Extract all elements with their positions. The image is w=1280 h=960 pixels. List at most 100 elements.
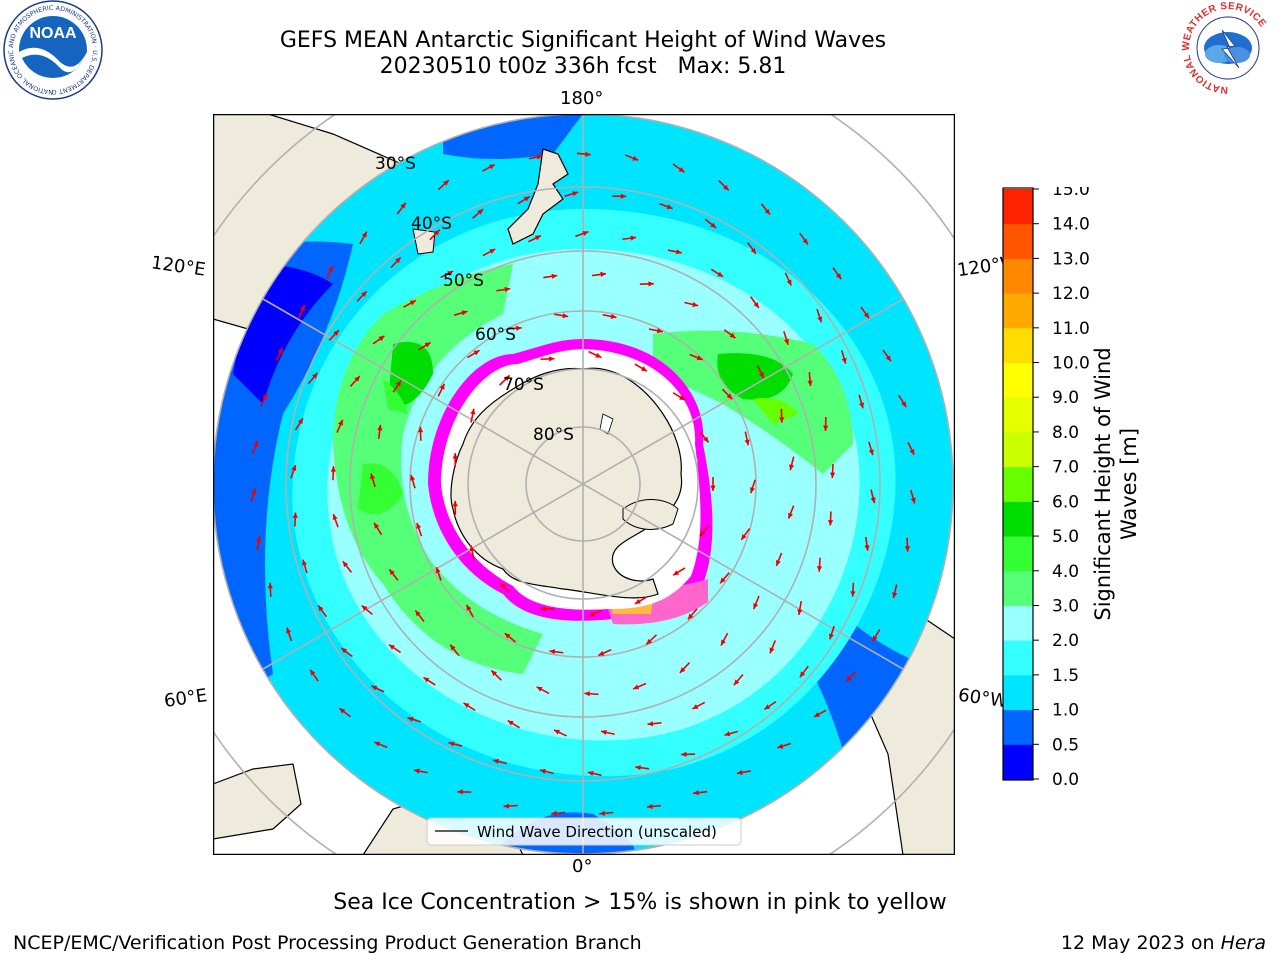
wave-direction-arrow	[747, 242, 757, 255]
wave-direction-arrow	[679, 662, 691, 674]
colorbar: 0.0 0.5 1.0 1.5 2.0 3.0 4.0 5.0 6.0 7.0 8.0 9.0 10.0…	[1002, 187, 1141, 790]
wave-direction-arrow	[342, 560, 353, 573]
wave-direction-arrow	[871, 629, 881, 643]
wave-direction-arrow	[326, 265, 334, 279]
wave-direction-arrow	[449, 644, 460, 657]
wave-direction-arrow	[361, 604, 373, 616]
wave-direction-arrow	[588, 350, 602, 359]
wave-direction-arrow	[292, 512, 298, 527]
wave-direction-arrow	[775, 552, 783, 567]
wave-direction-arrow	[828, 625, 835, 640]
lat-label-50s: 50°S	[443, 271, 484, 291]
lat-label-60s: 60°S	[475, 325, 516, 345]
wave-direction-arrow	[448, 741, 463, 747]
wave-direction-arrows	[250, 151, 916, 816]
wave-direction-arrow	[437, 179, 450, 191]
wave-direction-arrow	[470, 408, 476, 423]
colorbar-segment	[1003, 605, 1033, 641]
colorbar-segment	[1003, 501, 1033, 537]
wave-direction-arrow	[328, 329, 340, 341]
wave-direction-arrow	[687, 608, 698, 620]
wave-direction-arrow	[267, 582, 273, 597]
wave-direction-arrow	[672, 392, 686, 401]
wave-direction-arrow	[330, 466, 336, 481]
wave-direction-arrow	[553, 729, 568, 737]
svg-text:NOAA: NOAA	[29, 25, 77, 42]
wave-direction-arrow	[275, 347, 284, 361]
wave-direction-arrow	[453, 310, 468, 316]
wave-direction-arrow	[829, 463, 836, 479]
wave-direction-arrow	[672, 567, 686, 576]
wave-direction-arrow	[336, 419, 344, 433]
chart-title: GEFS MEAN Antarctic Significant Height o…	[279, 28, 887, 53]
wave-direction-arrow	[417, 426, 424, 441]
colorbar-segment	[1003, 431, 1033, 468]
colorbar-tick-label: 8.0	[1052, 423, 1079, 443]
wave-direction-arrow	[356, 290, 368, 302]
wave-direction-arrow	[634, 363, 648, 372]
wave-direction-arrow	[540, 356, 555, 362]
wave-direction-arrow	[543, 273, 558, 279]
wave-direction-arrow	[338, 707, 351, 718]
wave-direction-arrow	[554, 313, 569, 319]
wave-direction-arrow	[797, 601, 803, 616]
lon-label-180: 180°	[560, 88, 604, 109]
wave-direction-arrow	[370, 473, 376, 488]
wave-direction-arrow	[719, 572, 730, 584]
wave-direction-arrow	[850, 582, 856, 597]
wave-direction-arrow	[749, 296, 760, 309]
wave-direction-arrow	[422, 676, 436, 686]
wave-direction-arrow	[373, 741, 388, 749]
wave-direction-arrow	[372, 335, 385, 345]
colorbar-tick-label: 4.0	[1052, 562, 1079, 582]
wave-direction-arrow	[452, 500, 458, 515]
colorbar-segment	[1003, 744, 1033, 780]
lat-label-30s: 30°S	[375, 154, 416, 174]
colorbar-segment	[1003, 327, 1033, 364]
colorbar-tick-label: 6.0	[1052, 492, 1079, 512]
wave-direction-arrow	[691, 701, 706, 710]
wave-direction-arrow	[396, 202, 407, 215]
colorbar-segment	[1003, 189, 1033, 225]
wave-direction-arrow	[373, 522, 383, 536]
wave-direction-arrow	[645, 634, 658, 646]
wave-direction-arrow	[407, 716, 422, 723]
wave-direction-arrow	[720, 632, 729, 646]
wave-direction-arrow	[490, 669, 502, 681]
wave-direction-arrow	[588, 609, 602, 618]
colorbar-segment	[1003, 397, 1033, 433]
wave-direction-arrow	[587, 770, 602, 777]
svg-text:Wind Wave Direction (unscaled): Wind Wave Direction (unscaled)	[477, 823, 717, 841]
wave-direction-arrow	[528, 154, 543, 160]
sea-ice-note: Sea Ice Concentration > 15% is shown in …	[333, 890, 947, 915]
colorbar-tick-label: 14.0	[1052, 215, 1090, 235]
wave-direction-arrow	[598, 649, 612, 657]
wave-direction-arrow	[536, 686, 550, 695]
wave-direction-arrow	[736, 769, 751, 775]
wave-direction-arrow	[388, 568, 399, 581]
wave-direction-arrow	[440, 270, 454, 279]
wave-direction-arrow	[634, 596, 648, 605]
wave-direction-arrow	[622, 235, 637, 241]
colorbar-tick-label: 0.5	[1052, 735, 1079, 755]
wave-direction-arrow	[290, 464, 297, 479]
wave-direction-arrow	[756, 365, 765, 379]
wave-direction-arrow	[710, 477, 716, 491]
wave-direction-arrow	[503, 803, 518, 809]
wave-direction-arrow	[294, 417, 304, 431]
wave-direction-arrow	[832, 267, 842, 280]
wave-direction-arrow	[763, 700, 777, 711]
wave-direction-arrow	[359, 231, 368, 245]
lon-label-0: 0°	[572, 856, 593, 877]
wave-direction-arrow	[472, 208, 484, 219]
colorbar-tick-label: 13.0	[1052, 249, 1090, 269]
wave-direction-arrow	[624, 154, 639, 161]
lat-label-80s: 80°S	[533, 425, 574, 445]
wave-direction-arrow	[740, 528, 751, 541]
wave-direction-arrow	[816, 557, 823, 572]
wave-direction-arrow	[388, 643, 402, 654]
wave-direction-arrow	[413, 768, 428, 774]
wave-direction-arrow	[469, 545, 475, 560]
wave-direction-arrow	[799, 232, 809, 245]
wave-direction-arrow	[504, 632, 517, 643]
